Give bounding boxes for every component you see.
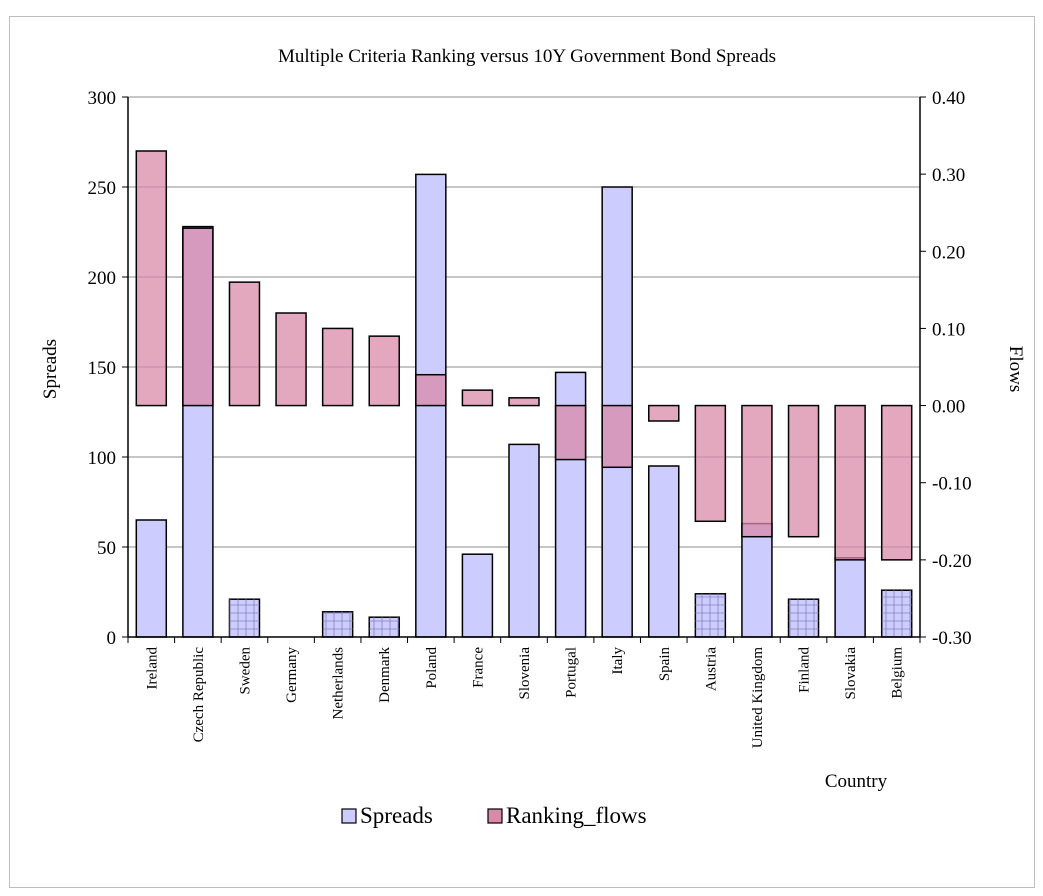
ranking-flows-bar — [368, 335, 400, 407]
x-tick-label: Germany — [284, 647, 300, 703]
y2-tick-label: 0.00 — [932, 397, 965, 418]
spreads-bar-hatch — [881, 590, 912, 637]
spreads-bar-hatch — [229, 599, 260, 637]
chart-frame: Multiple Criteria Ranking versus 10Y Gov… — [9, 16, 1035, 888]
spreads-bar — [135, 519, 168, 638]
y-tick-label: 100 — [88, 448, 117, 469]
spreads-bar-hatch — [322, 611, 353, 637]
x-tick-label: Belgium — [890, 647, 906, 699]
y-tick-label: 300 — [88, 88, 117, 109]
x-tick-label: Poland — [424, 647, 440, 689]
ranking-flows-bar — [461, 389, 494, 407]
y2-axis-label: Flows — [1005, 346, 1026, 392]
x-tick-label: Denmark — [377, 647, 393, 703]
x-tick-label: Italy — [610, 647, 626, 675]
ranking-flows-bar — [648, 404, 680, 422]
ranking-flows-bar — [834, 404, 866, 561]
y2-tick-label: 0.30 — [932, 165, 965, 186]
x-tick-label: United Kingdom — [750, 647, 766, 749]
x-tick-label: Spain — [657, 647, 673, 682]
x-tick-label: Austria — [703, 647, 719, 692]
y-tick-label: 250 — [88, 178, 117, 199]
ranking-flows-bar — [228, 281, 261, 407]
ranking-flows-bar — [135, 150, 168, 407]
x-tick-label: France — [470, 647, 486, 688]
legend-label: Spreads — [360, 803, 433, 828]
ranking-flows-bar — [880, 404, 913, 561]
legend-swatch — [341, 808, 357, 824]
x-tick-label: Sweden — [237, 647, 253, 695]
y2-tick-label: -0.10 — [932, 474, 972, 495]
y-tick-label: 150 — [88, 358, 117, 379]
y-tick-label: 200 — [88, 268, 117, 289]
ranking-flows-bar — [508, 397, 540, 407]
ranking-flows-bar — [415, 373, 447, 407]
y2-tick-label: 0.10 — [932, 319, 965, 340]
legend-swatch — [487, 808, 503, 824]
ranking-flows-bar — [741, 404, 773, 538]
y2-tick-label: 0.40 — [932, 88, 965, 109]
x-axis-label: Country — [825, 771, 888, 792]
y-tick-label: 0 — [107, 628, 117, 649]
bar-chart: Multiple Criteria Ranking versus 10Y Gov… — [40, 46, 1026, 828]
x-tick-label: Finland — [797, 647, 813, 693]
ranking-flows-bar — [554, 404, 587, 461]
x-tick-label: Netherlands — [331, 647, 347, 720]
chart-title: Multiple Criteria Ranking versus 10Y Gov… — [278, 46, 776, 67]
x-axis-ticks: Ireland Czech Republic Sweden Germany Nether… — [127, 637, 921, 749]
spreads-bar-hatch — [369, 617, 400, 637]
spreads-bar-hatch — [695, 593, 726, 637]
legend: Spreads Ranking_flows — [341, 803, 647, 828]
y-axis-label: Spreads — [40, 339, 61, 399]
ranking-flows-bar — [182, 227, 214, 407]
x-tick-label: Slovenia — [517, 647, 533, 700]
x-tick-label: Portugal — [564, 647, 580, 698]
y2-tick-label: 0.20 — [932, 242, 965, 263]
spreads-bar — [461, 553, 494, 638]
ranking-flows-bar — [275, 312, 307, 407]
ranking-flows-bar — [321, 327, 354, 407]
spreads-bar — [508, 443, 540, 638]
y-axis-ticks: 0 50 100 150 200 250 300 — [88, 88, 128, 649]
y-tick-label: 50 — [97, 538, 116, 559]
x-tick-label: Czech Republic — [191, 647, 207, 743]
spreads-bar — [741, 522, 773, 638]
ranking-flows-series — [135, 150, 913, 561]
ranking-flows-bar — [601, 404, 633, 469]
ranking-flows-bar — [787, 404, 820, 538]
y2-axis-ticks: -0.30 -0.20 -0.10 0.00 0.10 0.20 0.30 0.40 — [920, 88, 972, 649]
x-tick-label: Slovakia — [843, 647, 859, 700]
spreads-bar — [648, 465, 680, 638]
y2-tick-label: -0.20 — [932, 551, 972, 572]
spreads-bar — [834, 557, 866, 638]
x-tick-label: Ireland — [144, 647, 160, 690]
legend-label: Ranking_flows — [506, 803, 647, 828]
ranking-flows-bar — [694, 404, 727, 523]
y2-tick-label: -0.30 — [932, 628, 972, 649]
spreads-bar-hatch — [788, 599, 819, 637]
